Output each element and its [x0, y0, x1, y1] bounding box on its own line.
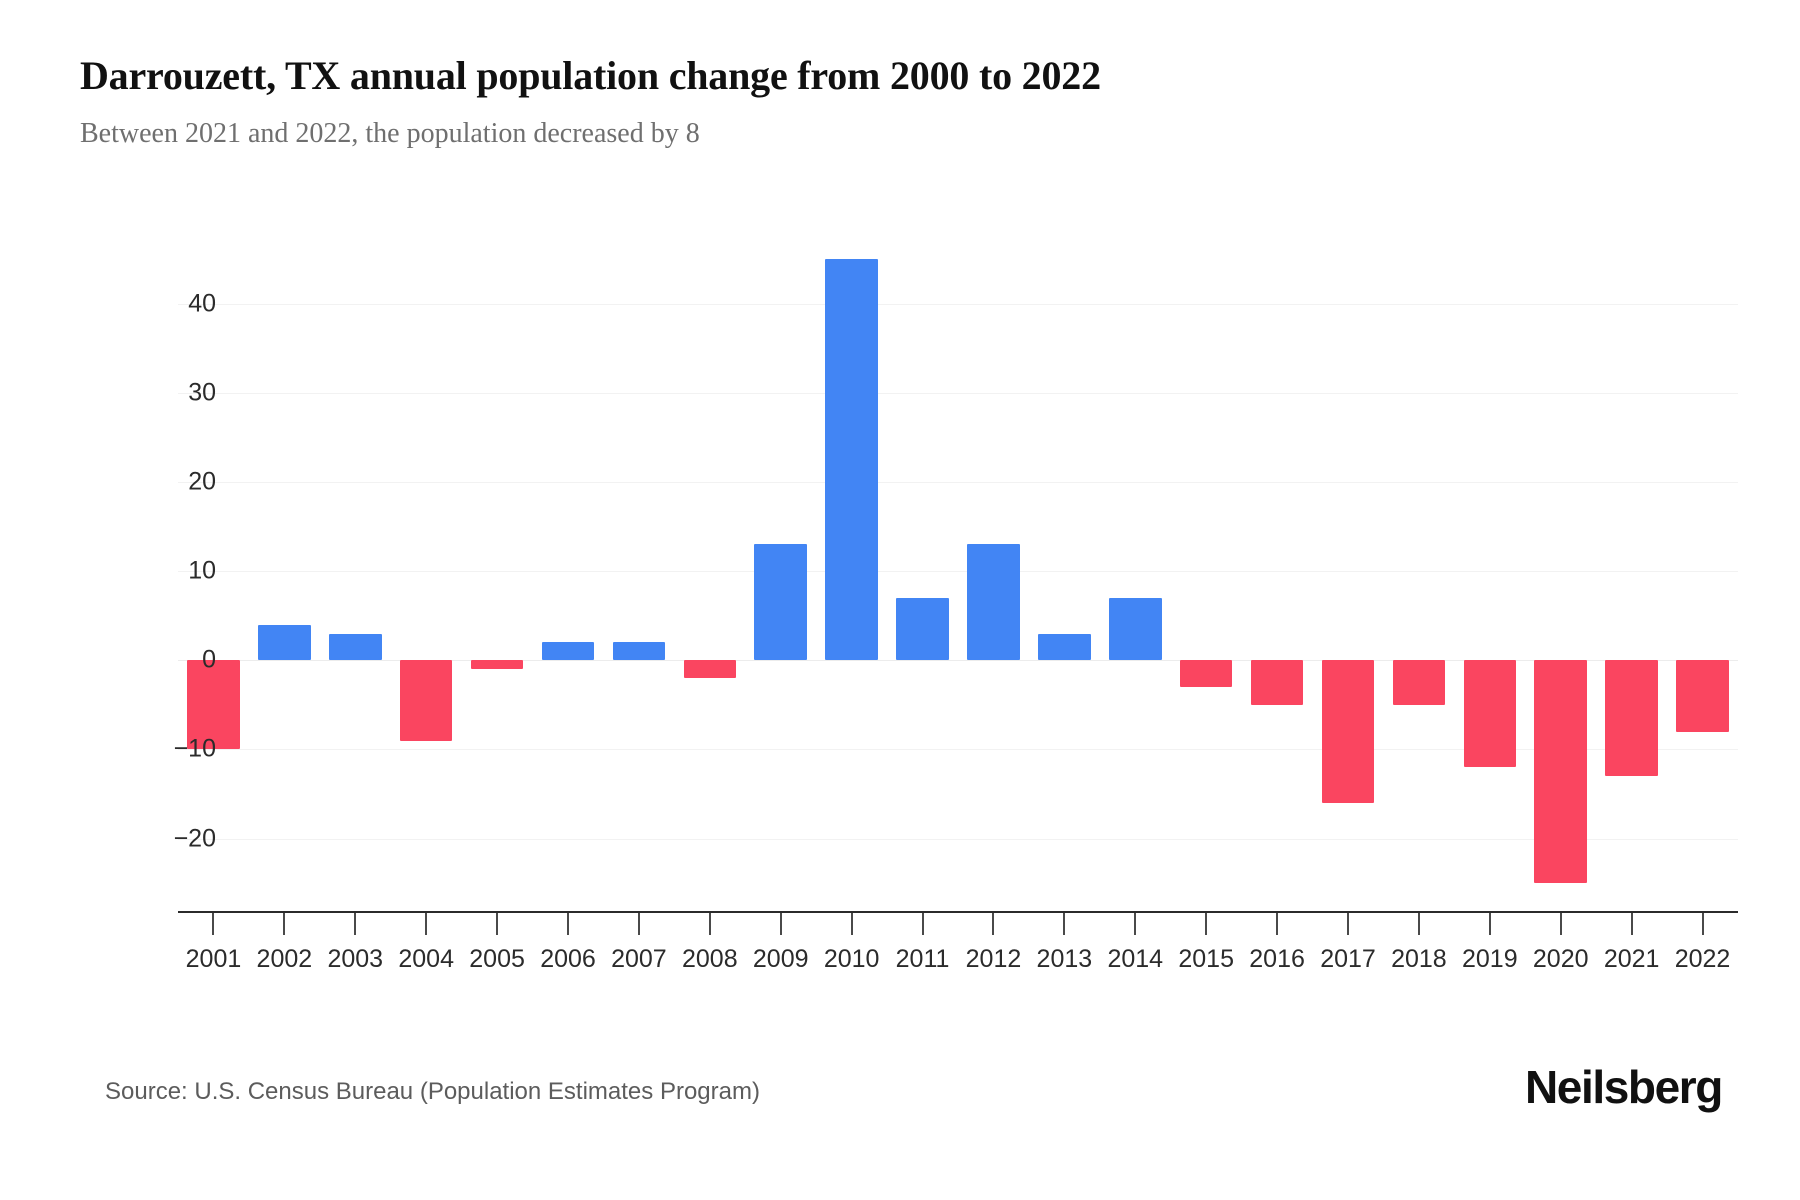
bar-2015[interactable] — [1179, 660, 1233, 688]
x-axis-tick-label: 2022 — [1674, 945, 1731, 973]
bar-2007[interactable] — [612, 642, 666, 661]
x-axis-tick-label: 2020 — [1532, 945, 1589, 973]
x-axis-tick-label: 2014 — [1107, 945, 1164, 973]
y-axis-tick-label: 10 — [188, 556, 216, 585]
x-axis-tick — [921, 913, 924, 935]
x-axis-tick — [1701, 913, 1704, 935]
gridline — [178, 481, 1738, 483]
x-axis-tick — [850, 913, 853, 935]
x-axis-tick-label: 2012 — [965, 945, 1022, 973]
x-axis-tick-label: 2013 — [1036, 945, 1093, 973]
gridline — [178, 303, 1738, 305]
x-axis-tick-label: 2002 — [256, 945, 313, 973]
x-axis-line — [178, 911, 1738, 913]
bar-2016[interactable] — [1250, 660, 1304, 705]
x-axis-tick — [354, 913, 357, 935]
x-axis-tick — [567, 913, 569, 935]
gridline — [178, 749, 1738, 751]
x-axis-tick-label: 2005 — [469, 945, 525, 973]
y-axis-tick-label: 20 — [188, 467, 216, 496]
brand-logo: Neilsberg — [1524, 1061, 1723, 1113]
x-axis-tick-label: 2019 — [1462, 945, 1518, 973]
x-axis-tick — [1559, 913, 1562, 935]
bar-2010[interactable] — [825, 258, 878, 661]
bar-2008[interactable] — [683, 660, 737, 679]
bar-2001[interactable] — [187, 660, 240, 750]
x-axis-tick-label: 2007 — [611, 945, 667, 973]
x-axis-tick — [1347, 913, 1349, 935]
x-axis-tick — [1630, 913, 1633, 935]
bar-2004[interactable] — [399, 660, 453, 741]
x-axis-tick-label: 2001 — [185, 945, 242, 973]
bar-2017[interactable] — [1321, 660, 1375, 803]
x-axis-tick-label: 2021 — [1603, 945, 1660, 973]
bar-2020[interactable] — [1534, 660, 1587, 884]
x-axis-tick — [212, 913, 215, 935]
x-axis-tick — [1134, 913, 1137, 935]
bar-2014[interactable] — [1109, 597, 1162, 661]
x-axis-tick-label: 2004 — [398, 945, 454, 973]
bar-2018[interactable] — [1392, 660, 1446, 705]
x-axis-tick — [779, 913, 782, 935]
bar-2002[interactable] — [258, 624, 311, 661]
bar-2009[interactable] — [754, 544, 807, 661]
gridline — [178, 838, 1738, 840]
x-axis-tick — [1417, 913, 1420, 935]
bar-2022[interactable] — [1676, 660, 1729, 732]
bar-2019[interactable] — [1463, 660, 1517, 768]
bars-group — [178, 250, 1738, 910]
bar-2005[interactable] — [470, 660, 524, 670]
x-axis-tick — [1488, 913, 1491, 935]
bar-2021[interactable] — [1605, 660, 1658, 777]
x-axis-tick — [425, 913, 428, 935]
x-axis-tick — [992, 913, 995, 935]
x-axis-tick-label: 2011 — [895, 945, 950, 973]
x-axis-tick-label: 2016 — [1249, 945, 1305, 973]
x-axis-tick — [637, 913, 640, 935]
zero-baseline — [178, 660, 1738, 662]
chart-title: Darrouzett, TX annual population change … — [80, 53, 1101, 98]
x-axis-tick — [1276, 913, 1279, 935]
x-axis-tick-label: 2003 — [327, 945, 384, 973]
bar-2003[interactable] — [329, 633, 382, 661]
x-axis-tick-label: 2017 — [1320, 945, 1376, 973]
chart-subtitle: Between 2021 and 2022, the population de… — [80, 118, 700, 149]
x-axis-tick-label: 2018 — [1391, 945, 1447, 973]
x-axis-tick-label: 2010 — [823, 945, 880, 973]
bar-2011[interactable] — [896, 597, 949, 661]
bar-2006[interactable] — [541, 642, 595, 661]
x-axis-tick-label: 2015 — [1178, 945, 1234, 973]
bar-2012[interactable] — [967, 544, 1020, 661]
x-axis-tick — [1063, 913, 1066, 935]
gridline — [178, 571, 1738, 573]
y-axis-tick-label: 30 — [188, 378, 216, 407]
y-axis-tick-label: 0 — [202, 645, 216, 674]
gridline — [178, 392, 1738, 394]
x-axis-tick-label: 2006 — [540, 945, 596, 973]
x-axis-tick-label: 2008 — [682, 945, 738, 973]
y-axis-tick-label: 40 — [188, 289, 216, 317]
plot-area — [178, 250, 1738, 910]
x-axis-tick-label: 2009 — [752, 945, 809, 973]
x-axis-tick — [708, 913, 711, 935]
x-axis-tick — [496, 913, 499, 935]
x-axis-tick — [283, 913, 286, 935]
bar-2013[interactable] — [1038, 633, 1091, 661]
source-note: Source: U.S. Census Bureau (Population E… — [105, 1078, 760, 1105]
x-axis-tick — [1205, 913, 1208, 935]
y-axis-tick-label: −10 — [173, 734, 216, 763]
y-axis-tick-label: −20 — [173, 824, 216, 853]
